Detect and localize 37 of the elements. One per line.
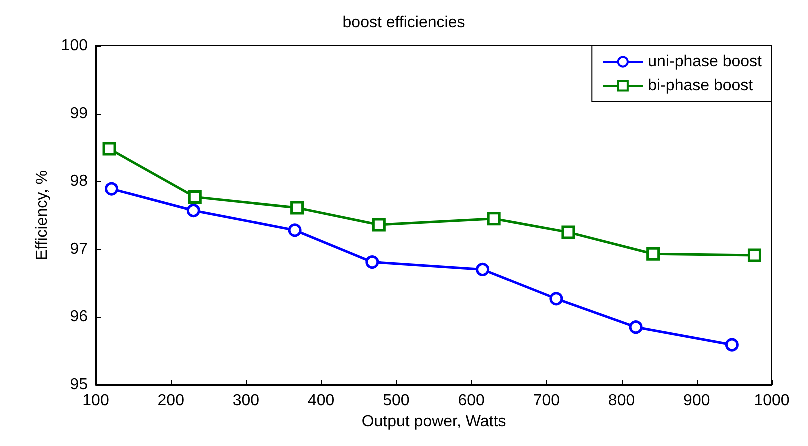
chart-title: boost efficiencies: [342, 14, 466, 32]
x-tick-label: 200: [158, 392, 185, 410]
y-tick-label: 96: [70, 308, 88, 326]
point: [748, 248, 762, 262]
point: [372, 218, 386, 232]
y-axis-title: Efficiency, %: [34, 170, 51, 261]
point: [476, 262, 490, 276]
point: [366, 256, 380, 270]
point: [725, 338, 739, 352]
legend-label: bi-phase boost: [648, 78, 754, 94]
point: [288, 224, 302, 238]
y-tick-label: 97: [70, 240, 88, 258]
point: [629, 320, 643, 334]
x-tick-label: 100: [82, 392, 110, 410]
x-axis-title: Output power, Watts: [362, 413, 506, 430]
x-tick-label: 600: [458, 392, 485, 410]
point: [550, 292, 564, 306]
point: [186, 204, 200, 218]
x-tick-label: 700: [533, 392, 560, 410]
point: [102, 142, 116, 156]
y-tick-label: 95: [70, 376, 88, 394]
x-tick-label: 800: [608, 392, 636, 410]
x-tick-label: 500: [383, 392, 410, 410]
point: [290, 201, 304, 215]
x-tick-label: 300: [232, 392, 260, 410]
y-tick-label: 99: [70, 105, 88, 122]
y-tick-label: 98: [70, 173, 88, 190]
x-tick-label: 900: [684, 392, 710, 410]
x-tick-label: 1000: [754, 392, 790, 410]
point: [646, 247, 660, 261]
legend-label: uni-phase boost: [648, 54, 763, 70]
point: [105, 182, 119, 196]
x-tick-label: 400: [308, 392, 335, 410]
y-tick-label: 100: [61, 38, 88, 54]
point: [562, 226, 576, 240]
point: [487, 212, 501, 226]
point: [188, 190, 202, 204]
